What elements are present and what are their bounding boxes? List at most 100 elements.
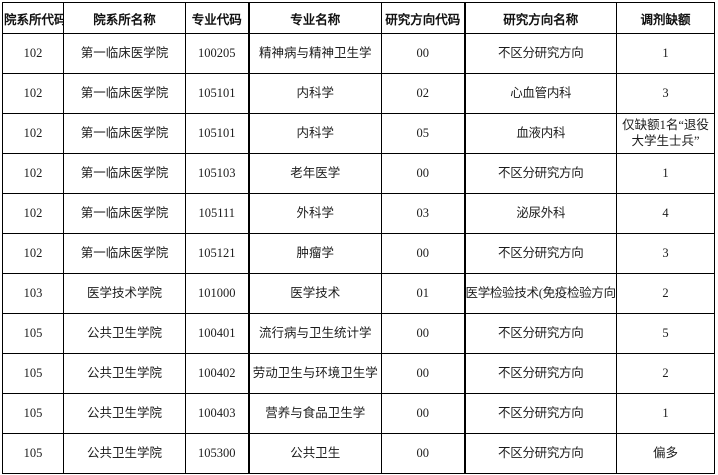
table-cell: 公共卫生学院 [63,353,186,394]
table-row: 102 第一临床医学院 105121 肿瘤学 00 不区分研究方向 3 [2,233,715,274]
table-cell: 老年医学 [247,153,382,194]
table-cell: 102 [2,233,64,274]
table-row: 105 公共卫生学院 100402 劳动卫生与环境卫生学 00 不区分研究方向 2 [2,353,715,394]
column-header: 调剂缺额 [616,2,715,34]
table-cell: 第一临床医学院 [63,33,186,74]
table-cell: 2 [616,353,715,394]
table-cell: 105 [2,313,64,354]
table-cell: 不区分研究方向 [463,153,617,194]
table-cell: 105 [2,353,64,394]
table-cell: 03 [381,193,465,234]
table-cell: 第一临床医学院 [63,233,186,274]
table-cell: 偏多 [616,433,715,474]
table-cell: 流行病与卫生统计学 [247,313,382,354]
table-cell: 3 [616,73,715,114]
table-cell: 内科学 [247,73,382,114]
column-header: 专业代码 [185,2,249,34]
table-cell: 100401 [185,313,249,354]
table-cell: 105300 [185,433,249,474]
table-cell: 102 [2,153,64,194]
table-cell: 100205 [185,33,249,74]
table-cell: 5 [616,313,715,354]
table-row: 102 第一临床医学院 105111 外科学 03 泌尿外科 4 [2,193,715,234]
table-cell: 102 [2,33,64,74]
table-cell: 1 [616,33,715,74]
table-cell: 2 [616,273,715,314]
table-cell: 105101 [185,73,249,114]
table-header: 院系所代码 院系所名称 专业代码 专业名称 研究方向代码 研究方向名称 调剂缺额 [2,2,715,34]
table-cell: 105101 [185,113,249,154]
column-header: 研究方向名称 [463,2,617,34]
table-cell: 公共卫生学院 [63,313,186,354]
table-cell: 公共卫生 [247,433,382,474]
table-cell: 105 [2,433,64,474]
table-cell: 105 [2,393,64,434]
table-cell: 劳动卫生与环境卫生学 [247,353,382,394]
table-cell: 00 [381,153,465,194]
table-row: 105 公共卫生学院 100403 营养与食品卫生学 00 不区分研究方向 1 [2,393,715,434]
table-row: 105 公共卫生学院 105300 公共卫生 00 不区分研究方向 偏多 [2,433,715,474]
table-cell: 00 [381,313,465,354]
table-cell: 公共卫生学院 [63,393,186,434]
table-cell: 血液内科 [463,113,617,154]
table-row: 105 公共卫生学院 100401 流行病与卫生统计学 00 不区分研究方向 5 [2,313,715,354]
table-cell: 第一临床医学院 [63,113,186,154]
table-body: 102 第一临床医学院 100205 精神病与精神卫生学 00 不区分研究方向 1 102 第一… [2,33,715,474]
table-cell: 第一临床医学院 [63,73,186,114]
table-cell: 103 [2,273,64,314]
table-cell: 心血管内科 [463,73,617,114]
table-cell: 肿瘤学 [247,233,382,274]
table-cell: 1 [616,393,715,434]
table-cell: 4 [616,193,715,234]
column-header: 研究方向代码 [381,2,465,34]
table-cell: 公共卫生学院 [63,433,186,474]
column-header: 专业名称 [247,2,382,34]
table-cell: 医学技术学院 [63,273,186,314]
table-cell: 1 [616,153,715,194]
table-cell: 不区分研究方向 [463,353,617,394]
table-cell: 105103 [185,153,249,194]
table-row: 102 第一临床医学院 105103 老年医学 00 不区分研究方向 1 [2,153,715,194]
table-cell: 不区分研究方向 [463,393,617,434]
column-header: 院系所名称 [63,2,186,34]
header-row: 院系所代码 院系所名称 专业代码 专业名称 研究方向代码 研究方向名称 调剂缺额 [2,2,715,34]
table-cell: 外科学 [247,193,382,234]
table-cell: 00 [381,33,465,74]
table-row: 102 第一临床医学院 105101 内科学 05 血液内科 仅缺额1名“退役大学生士兵” [2,113,715,154]
table-cell: 100403 [185,393,249,434]
table-cell: 内科学 [247,113,382,154]
table-cell: 00 [381,353,465,394]
table-cell: 101000 [185,273,249,314]
table-cell: 泌尿外科 [463,193,617,234]
table-cell: 105111 [185,193,249,234]
table-cell: 100402 [185,353,249,394]
table-cell: 3 [616,233,715,274]
table-cell: 05 [381,113,465,154]
table-cell: 00 [381,393,465,434]
table-row: 102 第一临床医学院 100205 精神病与精神卫生学 00 不区分研究方向 1 [2,33,715,74]
table-cell: 00 [381,233,465,274]
table-cell: 02 [381,73,465,114]
table-cell: 医学技术 [247,273,382,314]
table-cell: 第一临床医学院 [63,153,186,194]
table-cell: 营养与食品卫生学 [247,393,382,434]
table-cell: 医学检验技术(免疫检验方向) [463,273,617,314]
column-header: 院系所代码 [2,2,64,34]
table-cell: 105121 [185,233,249,274]
table-cell: 01 [381,273,465,314]
table-cell: 不区分研究方向 [463,433,617,474]
table-cell: 仅缺额1名“退役大学生士兵” [616,113,715,154]
table-cell: 102 [2,113,64,154]
table-cell: 102 [2,73,64,114]
table-cell: 00 [381,433,465,474]
table-row: 103 医学技术学院 101000 医学技术 01 医学检验技术(免疫检验方向) 2 [2,273,715,314]
table-cell: 102 [2,193,64,234]
table-cell: 不区分研究方向 [463,33,617,74]
table-row: 102 第一临床医学院 105101 内科学 02 心血管内科 3 [2,73,715,114]
table-cell: 不区分研究方向 [463,313,617,354]
table-cell: 第一临床医学院 [63,193,186,234]
table-cell: 不区分研究方向 [463,233,617,274]
table-cell: 精神病与精神卫生学 [247,33,382,74]
